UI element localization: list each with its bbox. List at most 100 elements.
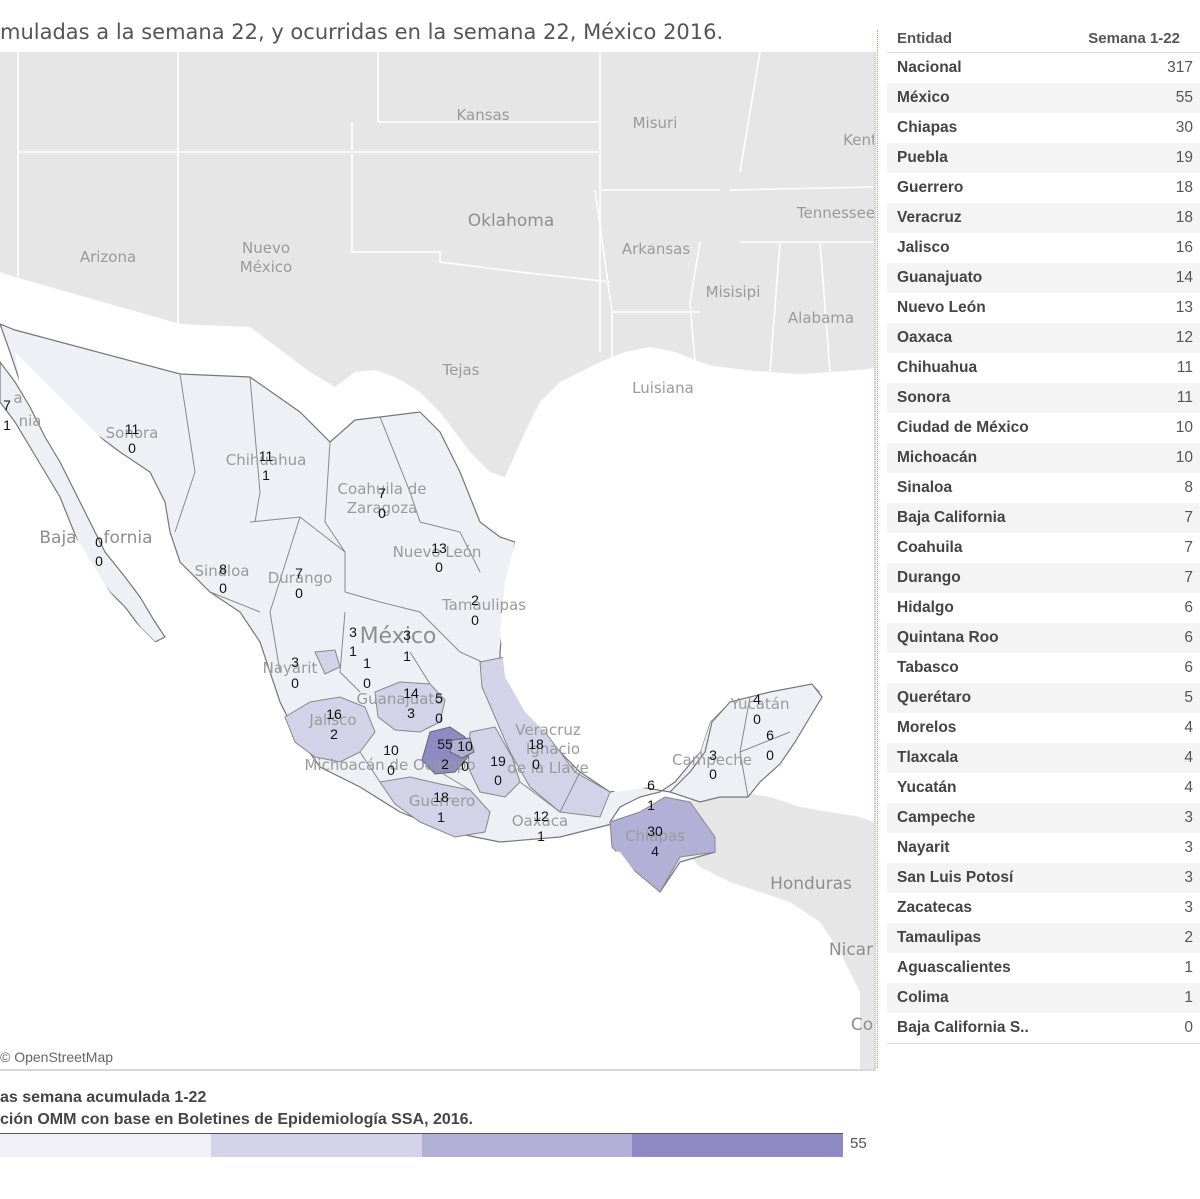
- label-sonora-week: 0: [128, 440, 136, 456]
- label-guerrero-week: 1: [437, 809, 445, 825]
- row-entity: Colima: [897, 989, 949, 1006]
- table-row[interactable]: México 55: [887, 83, 1200, 113]
- table-row[interactable]: Nayarit 3: [887, 833, 1200, 863]
- overlay-word-nia: nia: [19, 412, 42, 430]
- table-row[interactable]: Tamaulipas 2: [887, 923, 1200, 953]
- label-coahuila-week: 0: [378, 505, 386, 521]
- table-row[interactable]: Zacatecas 3: [887, 893, 1200, 923]
- table-row[interactable]: Ciudad de México 10: [887, 413, 1200, 443]
- label-mich-acc: 10: [383, 742, 399, 758]
- overlay-word-zaragoza: Zaragoza: [347, 499, 418, 517]
- map-attribution[interactable]: © OpenStreetMap: [0, 1049, 114, 1065]
- table-row[interactable]: Veracruz 18: [887, 203, 1200, 233]
- us-state-lines: [17, 52, 874, 382]
- row-value: 55: [1175, 89, 1193, 106]
- table-row[interactable]: Baja California S.. 0: [887, 1013, 1200, 1043]
- geo-label-arizona: Arizona: [80, 248, 136, 266]
- table-row[interactable]: Querétaro 5: [887, 683, 1200, 713]
- table-row[interactable]: Morelos 4: [887, 713, 1200, 743]
- label-zacatecas-week: 1: [349, 643, 357, 659]
- table-row[interactable]: Nuevo León 13: [887, 293, 1200, 323]
- row-value: 6: [1184, 599, 1193, 616]
- label-tamaulipas-week: 0: [471, 612, 479, 628]
- label-gto-acc: 14: [403, 685, 419, 701]
- label-zacatecas-acc: 3: [349, 624, 357, 640]
- row-value: 13: [1175, 299, 1193, 316]
- mexico-land: [0, 323, 821, 893]
- table-row[interactable]: Colima 1: [887, 983, 1200, 1013]
- table-row[interactable]: Quintana Roo 6: [887, 623, 1200, 653]
- table-row[interactable]: Yucatán 4: [887, 773, 1200, 803]
- row-value: 14: [1175, 269, 1193, 286]
- table-row[interactable]: Jalisco 16: [887, 233, 1200, 263]
- table-row[interactable]: Guerrero 18: [887, 173, 1200, 203]
- label-puebla-week: 0: [494, 772, 502, 788]
- row-entity: Tamaulipas: [897, 929, 982, 946]
- row-entity: Querétaro: [897, 689, 972, 706]
- geo-label-nicar: Nicar: [829, 940, 873, 960]
- table-row[interactable]: Sonora 11: [887, 383, 1200, 413]
- label-oaxaca-week: 1: [537, 828, 545, 844]
- overlay-word-michoacan: Michoacán de Ocampo: [304, 756, 475, 774]
- overlay-word-nayarit: Nayarit: [263, 659, 318, 677]
- row-entity: Nacional: [897, 59, 962, 76]
- label-slp-acc: 3: [403, 627, 411, 643]
- table-row[interactable]: Chihuahua 11: [887, 353, 1200, 383]
- row-value: 11: [1176, 389, 1193, 406]
- label-yucatan-acc: 4: [753, 691, 761, 707]
- usa-land: [0, 52, 874, 477]
- overlay-word-ignacio: Ignacio: [526, 740, 580, 758]
- state-name-overlay: a nia Sonora Chihuahua Coahuila de Zarag…: [13, 389, 789, 845]
- label-chiapas-acc: 30: [647, 823, 663, 839]
- table-row[interactable]: Sinaloa 8: [887, 473, 1200, 503]
- table-row[interactable]: Nacional 317: [887, 53, 1200, 83]
- row-value: 1: [1184, 959, 1193, 976]
- overlay-word-de-la-llave: de la Llave: [507, 759, 588, 777]
- overlay-word-tamaulipas: Tamaulipas: [441, 596, 526, 614]
- label-nayarit-acc: 3: [291, 654, 299, 670]
- label-qroo-acc: 6: [766, 727, 774, 743]
- overlay-word-guerrero: Guerrero: [409, 792, 475, 810]
- legend-segment-2: [210, 1134, 422, 1157]
- label-tamaulipas-acc: 2: [471, 592, 479, 608]
- table-row[interactable]: Baja California 7: [887, 503, 1200, 533]
- geo-label-co: Co: [851, 1015, 873, 1035]
- table-row[interactable]: Hidalgo 6: [887, 593, 1200, 623]
- geo-label-luisiana: Luisiana: [632, 379, 694, 397]
- table-row[interactable]: Oaxaca 12: [887, 323, 1200, 353]
- geo-label-alabama: Alabama: [788, 309, 854, 327]
- header-value[interactable]: Semana 1-22: [1088, 29, 1180, 47]
- table-row[interactable]: Tlaxcala 4: [887, 743, 1200, 773]
- row-value: 11: [1176, 359, 1193, 376]
- label-oaxaca-acc: 12: [533, 808, 549, 824]
- table-row[interactable]: Aguascalientes 1: [887, 953, 1200, 983]
- state-cdmx: [449, 737, 475, 759]
- table-row[interactable]: Durango 7: [887, 563, 1200, 593]
- label-cdmx-acc: 10: [457, 738, 473, 754]
- label-nl-acc: 13: [431, 540, 447, 556]
- row-entity: Sonora: [897, 389, 951, 406]
- row-value: 7: [1184, 539, 1193, 556]
- table-row[interactable]: Guanajuato 14: [887, 263, 1200, 293]
- label-coahuila-acc: 7: [378, 485, 386, 501]
- table-row[interactable]: Tabasco 6: [887, 653, 1200, 683]
- row-value: 7: [1184, 569, 1193, 586]
- label-mich-week: 0: [387, 762, 395, 778]
- table-row[interactable]: Michoacán 10: [887, 443, 1200, 473]
- row-value: 317: [1167, 59, 1193, 76]
- map-svg[interactable]: Kansas Misuri Kent Oklahoma Tennessee Ar…: [0, 52, 874, 1069]
- overlay-word-chiapas: Chiapas: [625, 827, 685, 845]
- map-panel[interactable]: Kansas Misuri Kent Oklahoma Tennessee Ar…: [0, 52, 876, 1071]
- overlay-word-guanajuato: Guanajuato: [357, 690, 444, 708]
- row-entity: Guanajuato: [897, 269, 983, 286]
- label-campeche-week: 0: [709, 766, 717, 782]
- table-row[interactable]: Chiapas 30: [887, 113, 1200, 143]
- table-row[interactable]: San Luis Potosí 3: [887, 863, 1200, 893]
- table-row[interactable]: Puebla 19: [887, 143, 1200, 173]
- table-row[interactable]: Coahuila 7: [887, 533, 1200, 563]
- table-row[interactable]: Campeche 3: [887, 803, 1200, 833]
- label-bcs-week: 0: [95, 553, 103, 569]
- header-entity[interactable]: Entidad: [897, 29, 952, 47]
- row-value: 8: [1184, 479, 1193, 496]
- row-entity: Tlaxcala: [897, 749, 959, 766]
